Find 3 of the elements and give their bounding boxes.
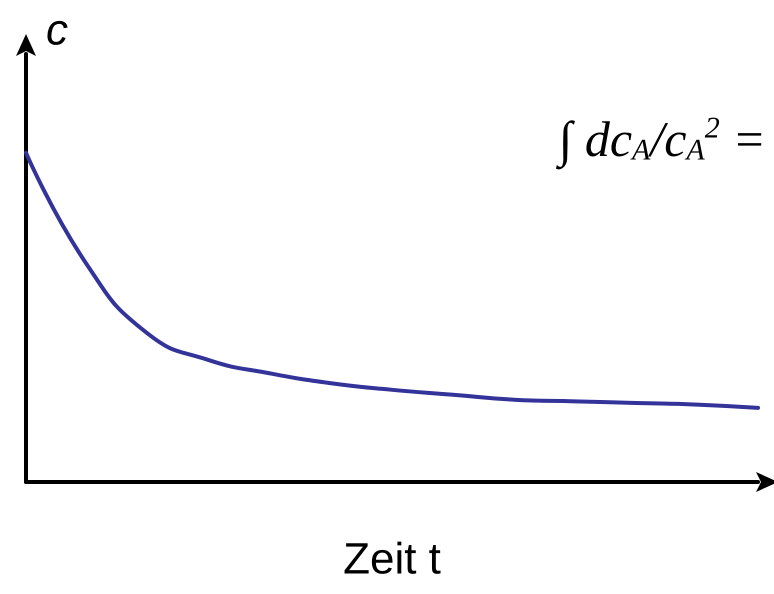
- x-axis-title: Zeit t: [343, 534, 441, 584]
- annotation: ∫ dcA/cA2 =: [556, 111, 766, 170]
- y-axis-title: c: [46, 6, 68, 54]
